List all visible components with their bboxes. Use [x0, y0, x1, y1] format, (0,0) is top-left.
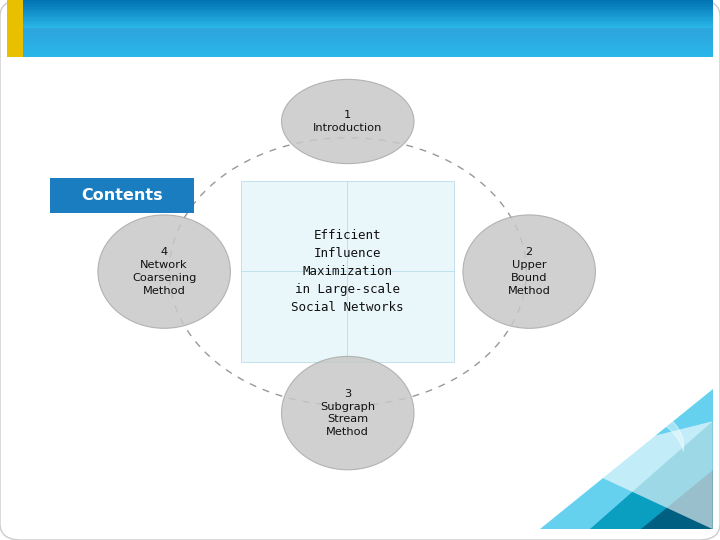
Text: 4
Network
Coarsening
Method: 4 Network Coarsening Method [132, 247, 197, 296]
FancyBboxPatch shape [7, 29, 713, 31]
Text: 3
Subgraph
Stream
Method: 3 Subgraph Stream Method [320, 389, 375, 437]
FancyBboxPatch shape [7, 32, 713, 34]
FancyBboxPatch shape [7, 2, 713, 4]
FancyBboxPatch shape [7, 14, 713, 16]
FancyBboxPatch shape [7, 38, 713, 40]
FancyBboxPatch shape [7, 26, 713, 28]
Polygon shape [562, 421, 713, 529]
FancyBboxPatch shape [7, 52, 713, 54]
FancyBboxPatch shape [7, 12, 713, 14]
Text: Contents: Contents [81, 188, 163, 203]
Text: 1
Introduction: 1 Introduction [313, 110, 382, 133]
FancyBboxPatch shape [7, 16, 713, 18]
FancyBboxPatch shape [7, 15, 713, 17]
FancyBboxPatch shape [7, 53, 713, 55]
FancyBboxPatch shape [7, 28, 713, 30]
FancyBboxPatch shape [7, 0, 23, 57]
FancyBboxPatch shape [7, 36, 713, 38]
FancyBboxPatch shape [50, 178, 194, 213]
FancyBboxPatch shape [7, 31, 713, 32]
FancyBboxPatch shape [7, 43, 713, 45]
FancyBboxPatch shape [7, 21, 713, 23]
FancyBboxPatch shape [241, 181, 454, 362]
FancyBboxPatch shape [7, 11, 713, 13]
Ellipse shape [98, 215, 230, 328]
Polygon shape [540, 389, 713, 529]
FancyBboxPatch shape [7, 1, 713, 3]
FancyBboxPatch shape [7, 45, 713, 47]
Polygon shape [641, 470, 713, 529]
FancyBboxPatch shape [7, 39, 713, 41]
Text: 2
Upper
Bound
Method: 2 Upper Bound Method [508, 247, 551, 296]
FancyBboxPatch shape [7, 5, 713, 7]
FancyBboxPatch shape [7, 18, 713, 20]
FancyBboxPatch shape [7, 25, 713, 27]
FancyBboxPatch shape [7, 48, 713, 50]
Ellipse shape [463, 215, 595, 328]
Polygon shape [590, 421, 713, 529]
Text: Efficient
Influence
Maximization
in Large-scale
Social Networks: Efficient Influence Maximization in Larg… [291, 229, 404, 314]
FancyBboxPatch shape [7, 35, 713, 37]
FancyBboxPatch shape [7, 22, 713, 24]
FancyBboxPatch shape [7, 9, 713, 11]
FancyBboxPatch shape [7, 55, 713, 57]
FancyBboxPatch shape [7, 24, 713, 25]
FancyBboxPatch shape [7, 19, 713, 21]
Ellipse shape [282, 356, 414, 470]
FancyBboxPatch shape [7, 4, 713, 5]
FancyBboxPatch shape [7, 6, 713, 9]
FancyBboxPatch shape [7, 49, 713, 51]
FancyBboxPatch shape [7, 51, 713, 52]
FancyBboxPatch shape [7, 40, 713, 43]
FancyBboxPatch shape [7, 42, 713, 44]
FancyBboxPatch shape [7, 8, 713, 10]
FancyBboxPatch shape [7, 46, 713, 48]
FancyBboxPatch shape [7, 33, 713, 36]
FancyBboxPatch shape [7, 0, 713, 2]
Ellipse shape [282, 79, 414, 164]
